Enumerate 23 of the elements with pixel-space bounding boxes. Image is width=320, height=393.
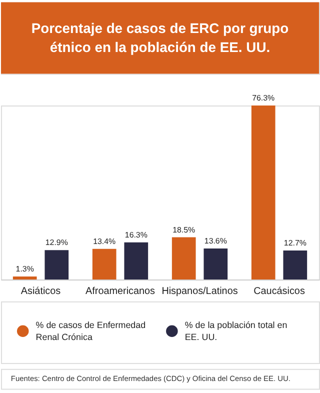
bar: [124, 242, 148, 280]
x-tick-label: Afroamericanos: [86, 286, 156, 297]
x-tick-label: Caucásicos: [254, 286, 305, 297]
legend-label: % de la población total en EE. UU.: [184, 320, 288, 342]
chart-title: Porcentaje de casos de ERC por grupo étnico en la población de EE. UU.: [31, 20, 289, 55]
bar: [251, 106, 276, 280]
bar: [172, 237, 196, 280]
data-label: 16.3%: [124, 230, 148, 240]
data-label: 1.3%: [16, 264, 34, 274]
bar: [92, 248, 116, 280]
data-label: 12.7%: [284, 238, 306, 248]
data-label: 13.4%: [93, 236, 116, 246]
data-label: 76.3%: [252, 94, 275, 103]
legend-label: % de casos de Enfermedad Renal Crónica: [36, 320, 146, 342]
data-label: 18.5%: [172, 225, 196, 234]
bar: [44, 250, 69, 280]
data-label: 12.9%: [45, 238, 68, 248]
x-tick-label: Hispanos/Latinos: [162, 286, 238, 297]
bar: [204, 248, 228, 280]
bar: [12, 276, 37, 280]
data-label: 13.6%: [204, 236, 227, 246]
bar: [283, 250, 308, 280]
x-tick-label: Asiáticos: [20, 286, 61, 297]
